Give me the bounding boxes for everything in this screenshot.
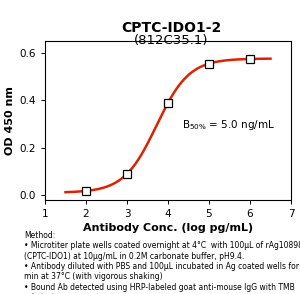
Y-axis label: OD 450 nm: OD 450 nm [5, 86, 15, 155]
Text: $\mathregular{B_{50\%}}$ = 5.0 ng/mL: $\mathregular{B_{50\%}}$ = 5.0 ng/mL [182, 118, 275, 132]
Text: Method:
• Microtiter plate wells coated overnight at 4°C  with 100μL of rAg10898: Method: • Microtiter plate wells coated … [24, 231, 300, 294]
X-axis label: Antibody Conc. (log pg/mL): Antibody Conc. (log pg/mL) [83, 223, 253, 233]
Text: (812C35.1): (812C35.1) [134, 34, 208, 47]
Text: CPTC-IDO1-2: CPTC-IDO1-2 [121, 21, 221, 35]
